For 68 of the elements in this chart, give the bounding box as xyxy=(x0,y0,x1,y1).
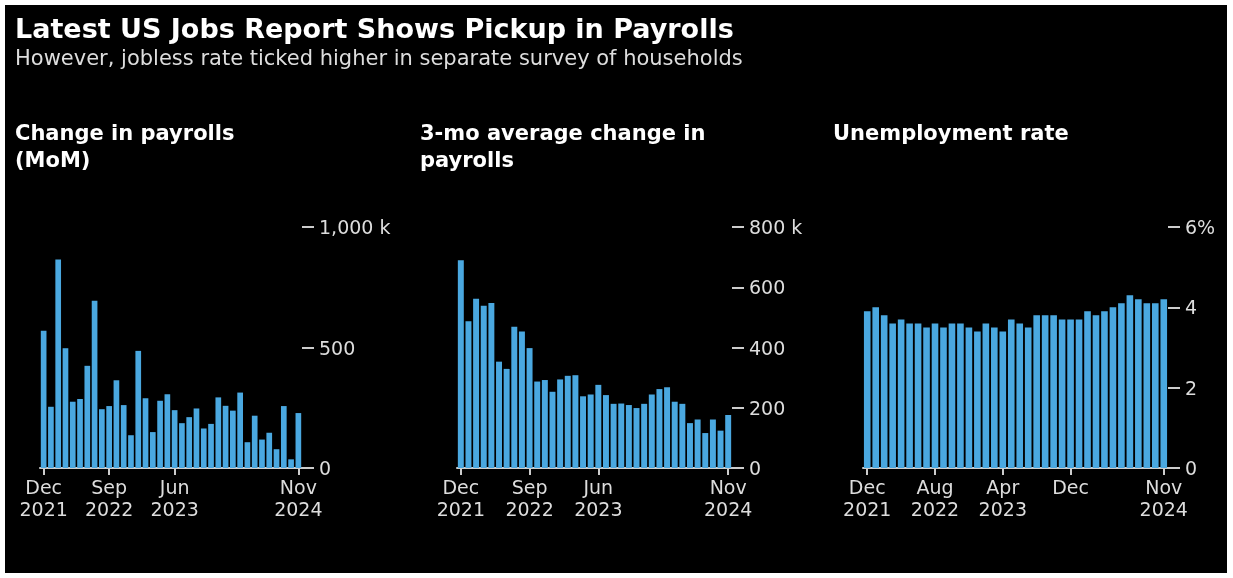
x-tick-label: Jun 2023 xyxy=(150,476,199,520)
x-tick-label: Nov 2024 xyxy=(274,476,323,520)
x-tick-label: Nov 2024 xyxy=(704,476,753,520)
x-tick-label: Dec 2021 xyxy=(843,476,892,520)
bar xyxy=(923,327,930,468)
bar xyxy=(1041,315,1049,468)
bar xyxy=(940,327,947,468)
x-tick-label: Sep 2022 xyxy=(84,476,134,520)
bar xyxy=(1143,303,1151,468)
bar xyxy=(518,331,525,468)
bar xyxy=(687,423,693,468)
y-tick-label: 6% xyxy=(1185,216,1216,238)
text: However, jobless rate ticked higher in separate survey of households xyxy=(15,46,743,70)
bar xyxy=(965,327,973,468)
y-tick-label: 0 xyxy=(1185,457,1198,479)
x-tick-label: Dec 2021 xyxy=(19,476,68,520)
bar xyxy=(948,323,956,468)
bar xyxy=(557,379,564,468)
x-tick-label: Dec xyxy=(1052,476,1089,498)
bar xyxy=(1109,307,1117,468)
bar xyxy=(906,323,913,468)
bar xyxy=(496,361,502,468)
bar xyxy=(889,323,896,468)
bar xyxy=(1092,315,1100,468)
bar xyxy=(664,387,671,468)
bar xyxy=(625,405,632,468)
chart-title: Unemployment rate xyxy=(833,120,1070,147)
bar xyxy=(1075,319,1083,468)
x-tick-label: Dec 2021 xyxy=(436,476,485,520)
y-tick-label: 800 k xyxy=(749,216,803,238)
bar xyxy=(1118,303,1125,468)
bar xyxy=(957,323,964,468)
bar xyxy=(1084,311,1091,468)
bar xyxy=(897,319,905,468)
y-tick-label: 2 xyxy=(1185,376,1198,399)
bar xyxy=(709,419,716,468)
x-tick-label: Nov 2024 xyxy=(1139,476,1188,520)
y-tick-label: 200 xyxy=(749,396,786,419)
bar xyxy=(473,298,480,468)
x-tick-label: Jun 2023 xyxy=(574,476,623,520)
bar xyxy=(914,323,922,468)
bar xyxy=(1058,319,1066,468)
bar xyxy=(602,395,609,468)
text: Latest US Jobs Report Shows Pickup in Payrolls xyxy=(15,13,735,44)
x-tick-label: Apr 2023 xyxy=(978,476,1027,520)
bar xyxy=(1126,295,1134,468)
bar xyxy=(580,396,587,468)
y-tick-label: 1,000 k xyxy=(319,216,391,238)
y-tick-label: 0 xyxy=(749,457,762,479)
bar xyxy=(641,403,648,468)
y-tick-label: 4 xyxy=(1185,296,1198,319)
chart-title: Change in payrolls (MoM) xyxy=(15,120,236,174)
x-tick-label: Aug 2022 xyxy=(910,476,960,520)
bar xyxy=(1050,315,1057,468)
bar xyxy=(1135,299,1142,468)
y-tick-label: 400 xyxy=(749,336,786,359)
y-tick-label: 500 xyxy=(319,336,356,359)
bar xyxy=(880,315,888,468)
bar xyxy=(982,323,990,468)
bar xyxy=(1101,311,1108,468)
bar xyxy=(1067,319,1074,468)
y-tick-label: 600 xyxy=(749,276,786,299)
x-tick-label: Sep 2022 xyxy=(505,476,554,520)
bar xyxy=(931,323,939,468)
bar xyxy=(541,380,548,468)
chart-title: 3-mo average change in payrolls xyxy=(420,120,707,174)
bar xyxy=(974,331,981,468)
y-tick-label: 0 xyxy=(319,457,332,479)
